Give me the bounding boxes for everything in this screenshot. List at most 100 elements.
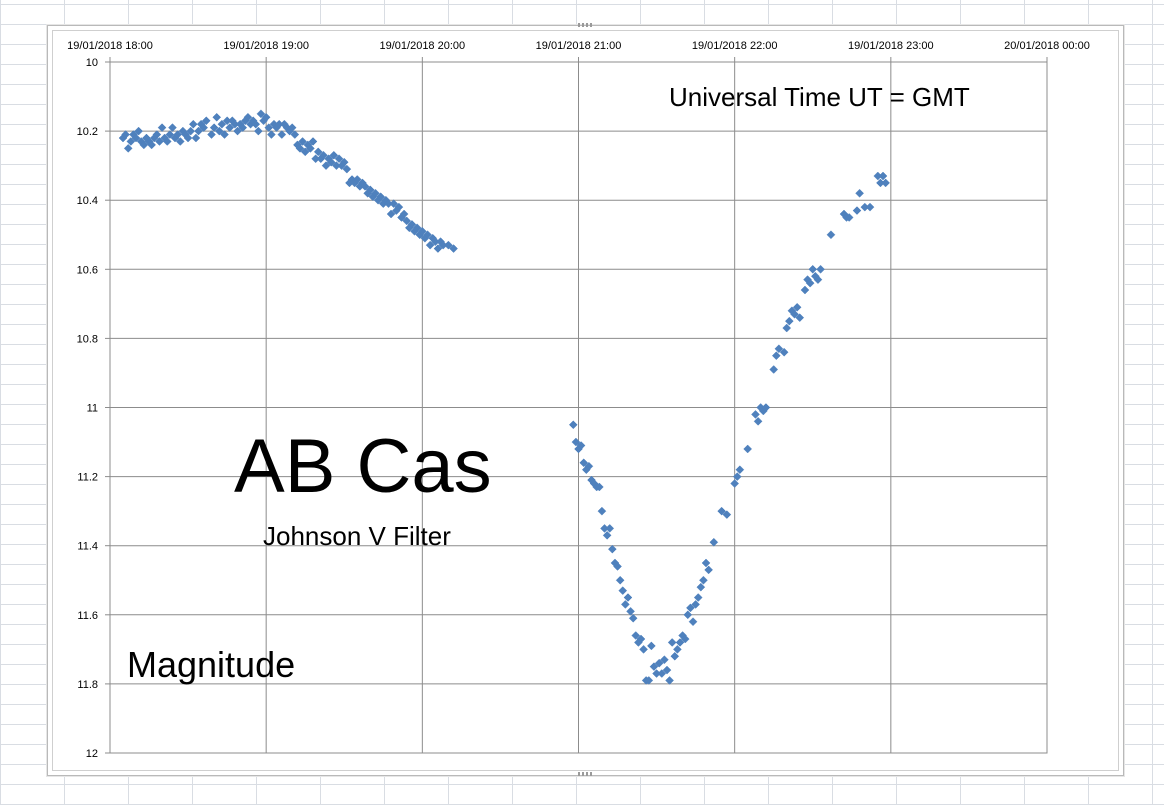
data-point	[808, 264, 818, 274]
data-point	[220, 130, 229, 139]
data-point	[673, 644, 682, 654]
y-tick-label: 10.4	[77, 195, 98, 207]
y-tick-label: 10.2	[77, 126, 98, 138]
data-point	[816, 264, 825, 274]
x-tick-label: 19/01/2018 22:00	[692, 40, 778, 52]
data-point	[631, 631, 641, 640]
y-tick-label: 11.4	[77, 541, 98, 553]
data-point	[134, 126, 143, 136]
x-tick-label: 20/01/2018 00:00	[1004, 40, 1090, 52]
data-point	[779, 347, 789, 357]
data-point	[602, 530, 612, 540]
time-note-annotation: Universal Time UT = GMT	[669, 82, 970, 112]
data-point	[407, 220, 417, 229]
data-point	[402, 216, 412, 226]
data-point	[157, 123, 167, 132]
data-point	[444, 240, 453, 250]
y-tick-labels: 10 10.2 10.4 10.6 10.8 11 11.2 11.4 11.6 11.8 12	[77, 57, 98, 760]
y-tick-label: 11.2	[77, 472, 98, 484]
data-point	[568, 420, 578, 430]
data-point	[352, 175, 362, 184]
data-point	[735, 465, 745, 475]
data-point	[168, 123, 177, 132]
data-point	[579, 458, 589, 468]
data-point	[389, 199, 399, 209]
data-point	[425, 240, 435, 250]
data-point	[321, 161, 331, 171]
data-point	[243, 112, 253, 122]
data-point	[365, 185, 375, 195]
data-point	[654, 658, 664, 668]
data-point	[371, 188, 380, 198]
data-point	[782, 323, 792, 333]
data-point	[753, 416, 763, 426]
data-point	[139, 140, 149, 150]
data-point	[696, 582, 706, 592]
data-point	[376, 192, 386, 202]
data-point	[732, 472, 742, 481]
data-point	[201, 116, 211, 126]
data-point	[844, 213, 854, 222]
data-point	[423, 230, 432, 240]
data-point	[623, 593, 633, 602]
data-point	[790, 309, 799, 319]
grid-lines	[105, 57, 1048, 754]
chart-area[interactable]	[52, 30, 1119, 771]
data-point	[126, 137, 136, 146]
data-point	[620, 600, 630, 609]
data-point	[308, 137, 318, 146]
data-point	[165, 130, 175, 139]
data-point	[743, 444, 753, 454]
data-point	[881, 178, 890, 188]
resize-handle-top[interactable]	[578, 23, 592, 27]
data-point	[639, 644, 648, 654]
data-point	[386, 209, 396, 219]
data-point	[613, 562, 622, 571]
magnitude-annotation: Magnitude	[127, 644, 295, 685]
data-point	[683, 610, 693, 620]
data-point	[360, 182, 370, 191]
data-point	[233, 126, 242, 136]
data-point	[644, 676, 654, 685]
data-point	[147, 140, 156, 150]
y-tick-label: 11.6	[77, 610, 98, 622]
data-point	[256, 109, 266, 119]
data-point	[306, 144, 315, 153]
data-point	[300, 147, 310, 157]
y-tick-label: 11.8	[77, 679, 98, 691]
data-point	[433, 244, 443, 253]
data-point	[225, 123, 235, 132]
y-tick-label: 10.8	[77, 333, 98, 345]
data-point	[155, 137, 164, 146]
x-tick-label: 19/01/2018 23:00	[848, 40, 934, 52]
data-point	[662, 665, 672, 675]
data-point	[722, 510, 732, 519]
data-point	[261, 112, 271, 122]
data-point	[855, 188, 864, 198]
data-point	[254, 126, 263, 136]
data-point	[571, 437, 581, 447]
data-point	[298, 137, 307, 146]
data-point	[313, 147, 323, 157]
data-point	[667, 638, 677, 647]
data-point	[152, 130, 162, 139]
data-point	[607, 544, 617, 554]
data-point	[287, 123, 297, 132]
x-tick-label: 19/01/2018 20:00	[380, 40, 466, 52]
data-point	[399, 209, 409, 219]
data-point	[417, 226, 427, 236]
data-point	[175, 137, 185, 146]
data-point	[594, 482, 604, 492]
x-tick-label: 19/01/2018 21:00	[536, 40, 622, 52]
data-point	[199, 123, 209, 132]
data-point	[771, 351, 781, 361]
data-point	[123, 144, 133, 153]
data-point	[277, 130, 287, 139]
data-point	[326, 157, 336, 167]
data-point	[342, 164, 352, 174]
data-point	[805, 278, 815, 288]
data-point	[774, 344, 784, 354]
resize-handle-bottom[interactable]	[578, 772, 592, 776]
data-point	[188, 119, 198, 129]
x-tick-label: 19/01/2018 18:00	[67, 40, 153, 52]
